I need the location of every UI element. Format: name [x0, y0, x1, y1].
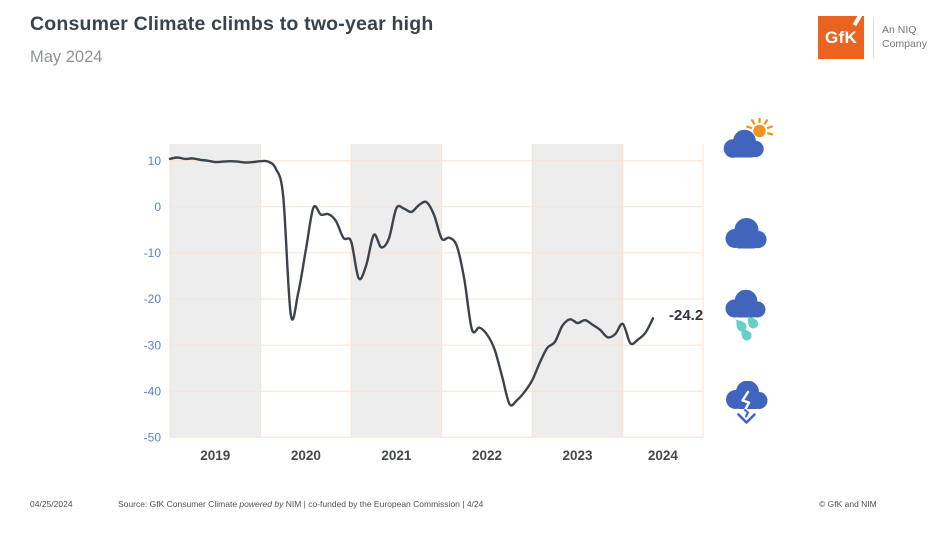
y-axis-tick-label: 10	[148, 154, 162, 168]
cloud-shape	[725, 218, 767, 249]
latest-value-label: -24.2	[669, 307, 704, 324]
footer-source-prefix: Source: GfK Consumer Climate	[118, 499, 240, 509]
x-axis-year-label: 2024	[648, 448, 679, 463]
logo-tagline: An NIQ Company	[882, 23, 927, 50]
footer-source: Source: GfK Consumer Climate powered by …	[118, 499, 483, 509]
x-axis-year-label: 2020	[291, 448, 321, 463]
year-band-2021	[351, 144, 442, 438]
raindrops	[736, 316, 759, 341]
x-axis-year-label: 2022	[472, 448, 502, 463]
down-arrow	[737, 390, 756, 424]
year-band-2023	[532, 144, 623, 438]
gfk-logo-square: GfK	[818, 16, 864, 59]
gfk-logo-text: GfK	[824, 27, 858, 47]
x-axis-year-label: 2019	[200, 448, 230, 463]
cloud-down-arrow-icon	[726, 381, 768, 424]
sun-icon	[746, 118, 774, 138]
y-axis-tick-label: -40	[144, 384, 162, 398]
page-subtitle: May 2024	[30, 48, 103, 66]
y-axis-tick-label: -20	[144, 292, 162, 306]
consumer-climate-line	[168, 156, 655, 407]
cloud-shape	[725, 289, 766, 318]
y-axis-tick-label: -30	[144, 338, 162, 352]
footer-date: 04/25/2024	[30, 499, 73, 509]
cloud-icon	[725, 218, 767, 249]
footer-source-suffix: NIM | co-funded by the European Commissi…	[283, 499, 484, 509]
y-axis-tick-label: -10	[144, 246, 162, 260]
y-axis-tick-label: 0	[154, 200, 161, 214]
y-axis-tick-label: -50	[144, 431, 162, 445]
page-title: Consumer Climate climbs to two-year high	[30, 13, 434, 35]
cloud-with-sun-icon	[723, 118, 774, 158]
x-axis-year-label: 2023	[563, 448, 594, 463]
footer-copyright: © GfK and NIM	[819, 499, 877, 509]
cloud-shape	[723, 129, 764, 158]
logo-divider	[873, 17, 874, 58]
gfk-logo: GfK An NIQ Company	[818, 16, 930, 59]
footer-source-powered-by: powered by	[239, 499, 284, 509]
year-band-2019	[170, 144, 261, 438]
x-axis-year-label: 2021	[381, 448, 412, 463]
rain-cloud-icon	[725, 289, 766, 341]
